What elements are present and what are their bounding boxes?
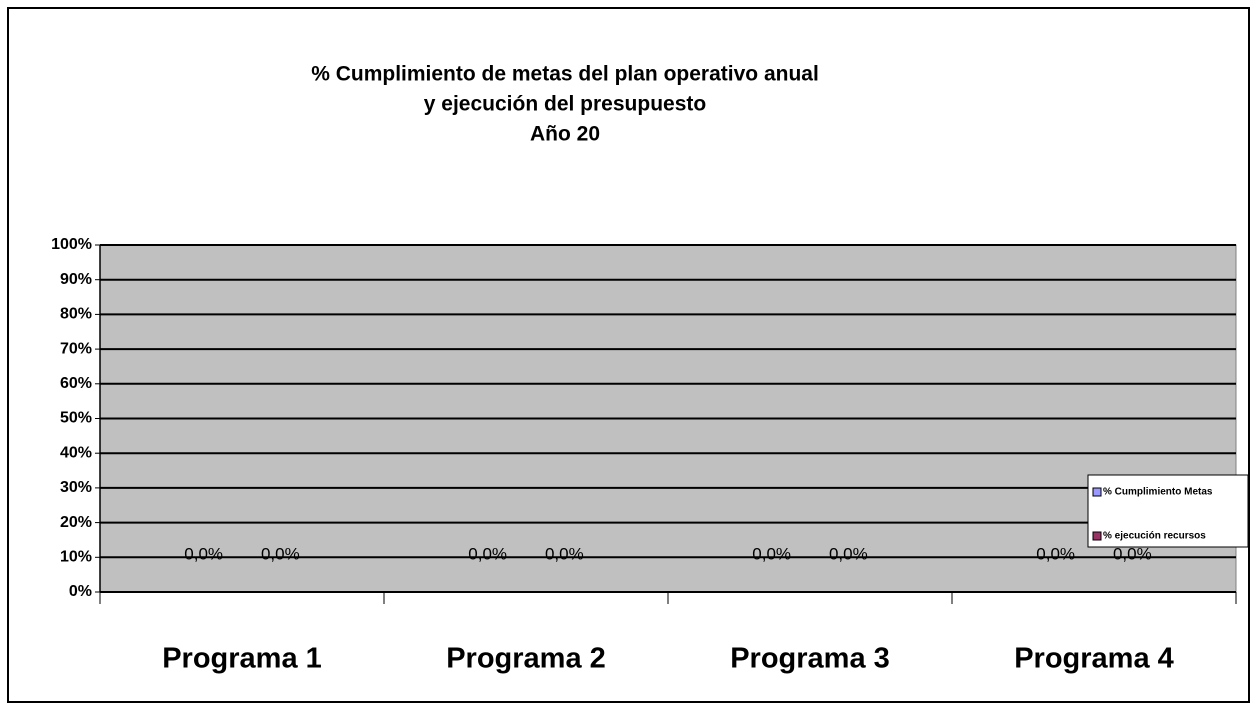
data-label: 0,0% <box>261 544 300 563</box>
y-tick-label: 50% <box>60 410 92 427</box>
data-label: 0,0% <box>468 544 507 563</box>
legend-label: % Cumplimiento Metas <box>1103 487 1213 498</box>
legend-swatch <box>1092 487 1102 497</box>
y-tick-label: 0% <box>69 583 92 600</box>
data-label: 0,0% <box>752 544 791 563</box>
legend-swatch <box>1092 531 1102 541</box>
data-label: 0,0% <box>1113 544 1152 563</box>
data-label: 0,0% <box>545 544 584 563</box>
y-tick-label: 10% <box>60 549 92 566</box>
y-tick-label: 90% <box>60 271 92 288</box>
x-tick-label: Programa 4 <box>1014 643 1174 675</box>
y-tick-label: 40% <box>60 444 92 461</box>
chart-title: y ejecución del presupuesto <box>424 93 706 116</box>
y-tick-label: 20% <box>60 514 92 531</box>
legend-label: % ejecución recursos <box>1103 531 1206 542</box>
y-tick-label: 100% <box>51 236 92 253</box>
data-label: 0,0% <box>184 544 223 563</box>
y-tick-label: 80% <box>60 306 92 323</box>
y-tick-label: 30% <box>60 479 92 496</box>
x-tick-label: Programa 1 <box>162 643 322 675</box>
x-tick-label: Programa 3 <box>730 643 890 675</box>
data-label: 0,0% <box>829 544 868 563</box>
chart-title: Año 20 <box>530 123 600 146</box>
legend-box <box>1087 474 1249 548</box>
y-tick-label: 60% <box>60 375 92 392</box>
y-tick-label: 70% <box>60 340 92 357</box>
chart-title: % Cumplimiento de metas del plan operati… <box>311 63 819 86</box>
x-tick-label: Programa 2 <box>446 643 606 675</box>
data-label: 0,0% <box>1036 544 1075 563</box>
